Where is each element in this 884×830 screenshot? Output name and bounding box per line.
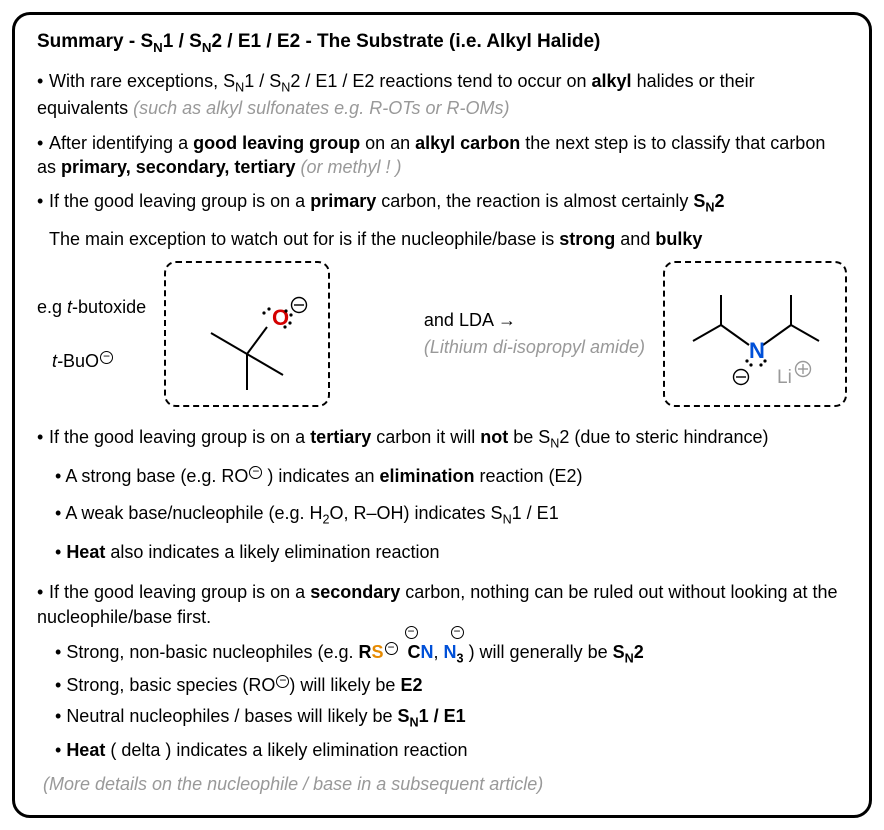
bullet-4-sub3: • Heat also indicates a likely eliminati… xyxy=(55,539,847,566)
bullet-1: •With rare exceptions, SN1 / SN2 / E1 / … xyxy=(37,69,847,121)
bullet-5: •If the good leaving group is on a secon… xyxy=(37,580,847,629)
bullet-2: •After identifying a good leaving group … xyxy=(37,131,847,180)
lda-structure: N Li xyxy=(663,261,847,407)
summary-card: Summary - SN1 / SN2 / E1 / E2 - The Subs… xyxy=(12,12,872,818)
bullet-5-sub2: • Strong, basic species (RO−) will likel… xyxy=(55,672,847,699)
svg-text:Li: Li xyxy=(777,367,792,388)
bullet-4-sub1: • A strong base (e.g. RO− ) indicates an… xyxy=(55,463,847,490)
bullet-5-sub1: • Strong, non-basic nucleophiles (e.g. R… xyxy=(55,639,847,668)
lda-icon: N Li xyxy=(671,269,839,399)
svg-text:O: O xyxy=(272,305,289,330)
tbutoxide-structure: O xyxy=(164,261,330,407)
tbutoxide-icon: O xyxy=(172,269,322,399)
lda-label: and LDA → (Lithium di-isopropyl amide) xyxy=(424,307,645,361)
bullet-5-sub3: • Neutral nucleophiles / bases will like… xyxy=(55,703,847,732)
bullet-4-sub2: • A weak base/nucleophile (e.g. H2O, R–O… xyxy=(55,500,847,529)
bullet-4: •If the good leaving group is on a terti… xyxy=(37,425,847,453)
footer-note: (More details on the nucleophile / base … xyxy=(43,774,847,795)
bullet-3: •If the good leaving group is on a prima… xyxy=(37,189,847,217)
card-title: Summary - SN1 / SN2 / E1 / E2 - The Subs… xyxy=(37,31,847,55)
diagram-row: e.g t-butoxide t-BuO− O xyxy=(37,261,847,407)
bullet-3-note: The main exception to watch out for is i… xyxy=(49,227,847,251)
bullet-5-sub4: • Heat ( delta ) indicates a likely elim… xyxy=(55,737,847,764)
svg-text:N: N xyxy=(749,338,765,363)
tbutoxide-label: e.g t-butoxide t-BuO− xyxy=(37,294,146,375)
